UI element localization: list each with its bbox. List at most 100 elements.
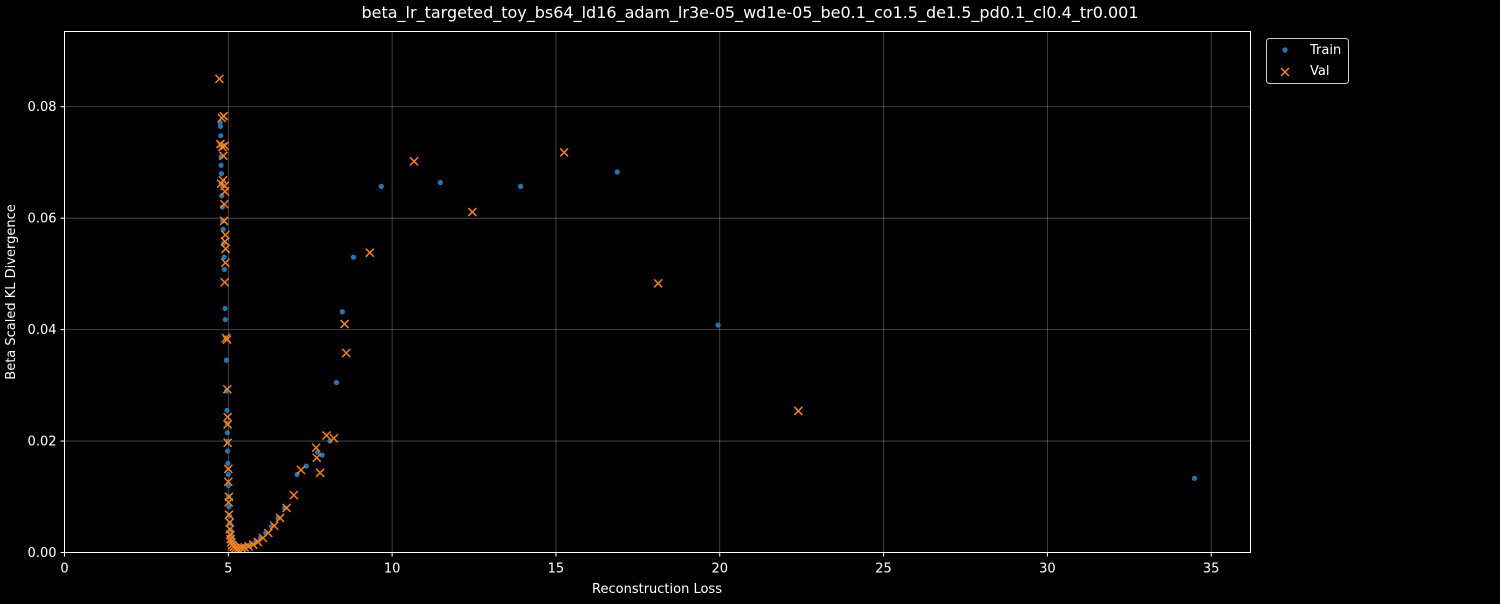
x-tick-label: 15 (548, 562, 565, 577)
train-point (218, 162, 224, 168)
val-point (467, 207, 477, 217)
train-point (1191, 475, 1198, 481)
val-point (263, 528, 273, 538)
train-point (319, 452, 325, 458)
val-point (220, 237, 230, 247)
train-point (225, 471, 231, 478)
y-tick-label: 0.06 (28, 212, 57, 227)
val-point (296, 465, 306, 475)
val-point (275, 513, 285, 523)
train-point (339, 309, 345, 315)
val-point (218, 151, 228, 161)
legend-train-label: Train (1309, 43, 1341, 58)
x-tick-label: 5 (224, 562, 232, 577)
val-point (365, 248, 375, 258)
val-point (253, 537, 263, 547)
train-point (217, 123, 224, 129)
val-point (222, 335, 232, 345)
train-point (327, 438, 333, 444)
val-point (221, 244, 231, 254)
train-point (225, 460, 231, 466)
y-tick-label: 0.02 (28, 435, 57, 450)
train-point (225, 448, 231, 454)
y-tick-label: 0.00 (28, 546, 57, 561)
y-axis-label: Beta Scaled KL Divergence (4, 204, 19, 379)
data-points (214, 74, 1198, 554)
train-point (219, 193, 225, 199)
chart-title: beta_lr_targeted_toy_bs64_ld16_adam_lr3e… (361, 3, 1138, 23)
train-point (220, 218, 226, 224)
train-point (350, 254, 357, 260)
train-point (218, 133, 224, 139)
val-point (223, 412, 233, 422)
val-point (223, 419, 233, 429)
x-tick-label: 0 (60, 562, 68, 577)
x-tick-label: 10 (384, 562, 401, 577)
val-point (312, 453, 322, 463)
train-point (517, 183, 524, 190)
val-point (289, 490, 299, 500)
train-point (224, 407, 230, 414)
x-tick-label: 25 (875, 562, 892, 577)
train-point (614, 169, 620, 175)
val-point (329, 433, 339, 443)
val-point (224, 497, 234, 507)
val-point (220, 258, 230, 268)
x-tick-label: 20 (711, 562, 728, 577)
x-tick-label: 30 (1039, 562, 1056, 577)
train-point (221, 254, 227, 260)
train-point (226, 504, 232, 510)
legend-train-marker (1282, 47, 1288, 53)
val-point (223, 477, 233, 487)
val-point (223, 438, 233, 448)
legend-val-marker (1280, 67, 1290, 77)
y-tick-label: 0.04 (28, 323, 57, 338)
train-point (223, 357, 229, 363)
train-point (222, 305, 228, 312)
val-point (322, 430, 332, 441)
val-point (653, 278, 663, 288)
val-point (559, 147, 569, 157)
val-point (220, 186, 230, 196)
train-point (437, 179, 443, 186)
train-point (221, 266, 227, 273)
val-point (269, 521, 279, 531)
val-point (236, 543, 246, 553)
val-point (219, 216, 229, 226)
x-axis-label: Reconstruction Loss (592, 582, 722, 597)
val-point (341, 348, 351, 358)
val-point (222, 384, 232, 394)
val-point (409, 156, 419, 166)
val-point (248, 540, 258, 550)
y-tick-label: 0.08 (28, 100, 57, 115)
val-point (219, 111, 229, 121)
val-point (340, 319, 350, 329)
train-point (715, 322, 721, 328)
val-point (315, 468, 325, 478)
val-point (217, 142, 227, 152)
val-point (214, 74, 224, 84)
val-point (218, 175, 228, 185)
train-point (224, 430, 230, 436)
train-point (333, 379, 340, 386)
train-point (222, 316, 228, 323)
val-point (282, 503, 292, 513)
val-point (219, 199, 229, 209)
x-tick-label: 35 (1203, 562, 1220, 577)
val-point (224, 510, 234, 520)
val-point (311, 443, 321, 453)
val-point (220, 277, 230, 287)
train-point (303, 463, 309, 469)
val-point (793, 406, 803, 416)
axis-ticks: 0 5 10 15 20 25 30 35 0.00 0.02 0.04 0.06 0.08 (28, 100, 1220, 576)
plot-area-frame (64, 31, 1251, 553)
val-point (223, 464, 233, 474)
train-point (378, 183, 384, 190)
train-point (218, 170, 225, 177)
legend: Train Val (1266, 38, 1349, 84)
legend-val-label: Val (1310, 64, 1329, 79)
val-point (220, 141, 230, 151)
